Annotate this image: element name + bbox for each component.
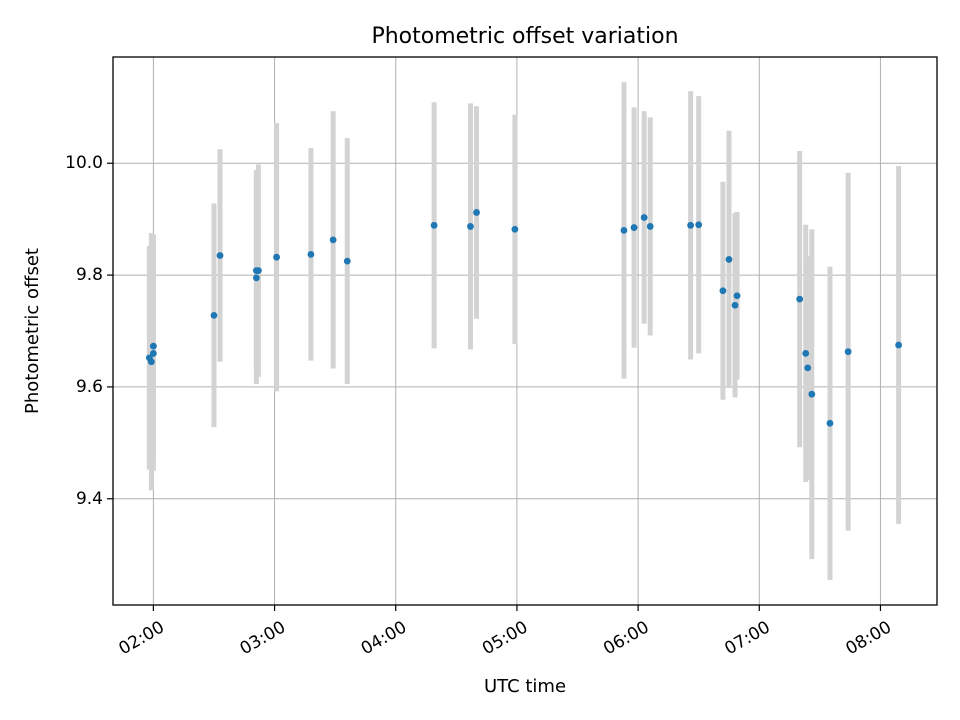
data-points: [145, 209, 903, 427]
y-tick-label: 9.6: [76, 377, 103, 397]
y-tick-label: 9.8: [76, 265, 103, 285]
data-point: [719, 287, 727, 295]
data-point: [343, 257, 351, 265]
data-point: [307, 250, 315, 258]
data-point: [731, 301, 739, 309]
data-point: [210, 311, 218, 319]
x-tick-label: 07:00: [721, 617, 773, 659]
x-tick-label: 02:00: [115, 617, 167, 659]
y-tick-label: 9.4: [76, 489, 103, 509]
data-point: [725, 256, 733, 263]
data-point: [802, 349, 810, 357]
data-point: [844, 348, 852, 356]
data-point: [895, 341, 903, 349]
data-point: [804, 364, 812, 372]
data-point: [826, 419, 834, 427]
data-point: [687, 221, 695, 229]
plot-area-frame: [112, 56, 938, 606]
x-tick-label: 08:00: [843, 617, 895, 659]
data-point: [255, 267, 262, 275]
data-point: [630, 224, 638, 231]
data-point: [467, 223, 474, 230]
data-point: [252, 274, 260, 282]
data-point: [329, 236, 337, 244]
x-tick-label: 03:00: [237, 617, 289, 659]
data-point: [216, 252, 224, 259]
data-point: [640, 214, 648, 221]
data-point: [733, 292, 741, 300]
data-point: [646, 223, 654, 230]
data-point: [511, 225, 519, 233]
data-point: [430, 221, 438, 229]
data-point: [149, 342, 157, 350]
data-point: [149, 349, 157, 357]
y-axis-ticks: 9.4 9.6 9.8 10.0: [65, 153, 113, 509]
chart-title: Photometric offset variation: [371, 24, 678, 49]
y-axis-label: Photometric offset: [22, 248, 43, 414]
x-axis-label: UTC time: [484, 676, 566, 697]
x-tick-label: 05:00: [479, 617, 531, 659]
data-point: [473, 209, 480, 216]
data-point: [808, 390, 816, 398]
data-point: [620, 226, 628, 234]
y-tick-label: 10.0: [65, 153, 103, 173]
data-point: [147, 358, 155, 366]
data-point: [796, 295, 804, 303]
x-tick-label: 06:00: [600, 617, 652, 659]
data-point: [273, 253, 280, 261]
x-tick-label: 04:00: [358, 617, 410, 659]
data-point: [695, 221, 703, 229]
errorbars: [146, 82, 902, 580]
x-axis-ticks: 02:00 03:00 04:00 05:00 06:00 07:00 08:00: [115, 605, 895, 659]
